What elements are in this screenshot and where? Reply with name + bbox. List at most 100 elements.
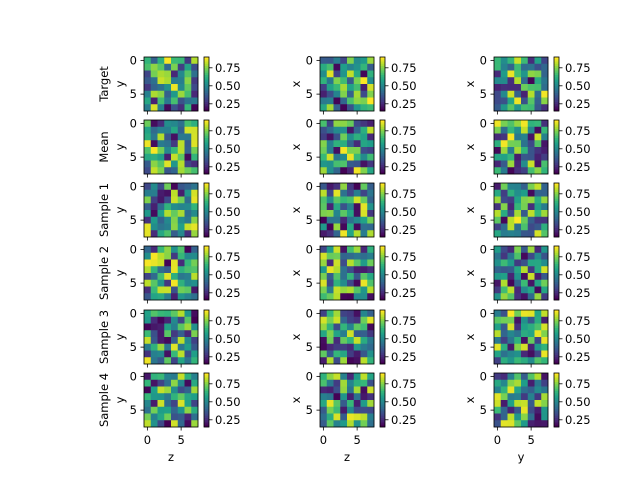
colorbar-segment [380,248,385,251]
heatmap-cell [541,310,549,318]
colorbar-segment [554,210,559,213]
heatmap-cell [500,420,508,428]
heatmap-cell [507,357,515,365]
heatmap-cell [347,420,355,428]
heatmap-cell [367,183,375,191]
heatmap-cell [494,286,502,294]
colorbar-segment [380,411,385,414]
colorbar-segment [204,310,209,313]
colorbar-segment [554,415,559,419]
heatmap-frame [319,309,375,365]
heatmap-cell [500,343,508,351]
colorbar-segment [554,219,559,222]
heatmap-cell [333,189,341,197]
heatmap-cell [360,337,368,345]
colorbar-segment [204,219,209,222]
heatmap-cell [494,420,502,428]
heatmap-cell [184,126,192,134]
heatmap-cell [157,160,165,168]
heatmap-cell [527,140,535,148]
heatmap-cell [150,386,158,394]
y-axis-label: x [289,206,303,213]
heatmap-cell [360,293,368,301]
colorbar-segment [554,88,559,92]
row-label: Sample 1 [97,183,111,237]
colorbar-segment [380,391,385,394]
heatmap-cell [144,216,152,224]
colorbar-segment [380,223,385,227]
colorbar-segment [380,330,385,333]
heatmap-cell [340,90,348,98]
colorbar-segment [204,402,209,405]
colorbar-frame [379,245,386,301]
colorbar-tick-label: 0.50 [215,79,241,93]
heatmap-cell [534,189,542,197]
heatmap-cell [360,386,368,394]
heatmap-cell [500,337,508,345]
heatmap-cell [150,273,158,281]
heatmap-cell [367,160,375,168]
heatmap-cell [171,147,179,155]
heatmap-cell [367,400,375,408]
heatmap-cell [333,350,341,358]
heatmap-cell [191,104,199,112]
heatmap-cell [347,196,355,204]
heatmap-cell [541,126,549,134]
heatmap-cell [164,386,172,394]
heatmap-cell [367,393,375,401]
heatmap-cell [541,379,549,387]
heatmap-cell [340,57,348,65]
heatmap-cell [157,350,165,358]
heatmap-cell [514,279,522,287]
colorbar-segment [204,138,209,141]
heatmap-cell [171,310,179,318]
heatmap-cell [150,252,158,260]
heatmap-cell [177,167,185,175]
heatmap-cell [150,293,158,301]
colorbar-segment [204,406,209,410]
colorbar-segment [554,334,559,338]
heatmap-frame [493,372,549,428]
heatmap-cell [157,183,165,191]
heatmap-cell [333,84,341,92]
x-axis-label: y [518,450,525,464]
colorbar-segment [380,194,385,197]
colorbar-segment [554,348,559,351]
heatmap-cell [360,273,368,281]
heatmap-cell [541,293,549,301]
heatmap-cell [157,252,165,260]
heatmap-cell [157,120,165,128]
heatmap-cell [514,350,522,358]
colorbar-segment [380,343,385,347]
heatmap-cell [164,379,172,387]
colorbar-segment [554,264,559,267]
heatmap-cell [150,406,158,414]
heatmap-cell [171,252,179,260]
heatmap-cell [541,97,549,105]
heatmap-cell [527,84,535,92]
heatmap-cell [326,252,334,260]
colorbar-segment [204,192,209,195]
heatmap-cell [521,90,529,98]
colorbar-segment [380,61,385,65]
heatmap-cell [527,286,535,294]
heatmap-cell [360,400,368,408]
colorbar-segment [204,395,209,399]
heatmap-cell [353,379,361,387]
heatmap-cell [347,337,355,345]
heatmap-cell [191,120,199,128]
heatmap-cell [177,189,185,197]
heatmap-cell [164,153,172,161]
heatmap-cell [507,183,515,191]
heatmap-cell [347,210,355,218]
heatmap-cell [514,246,522,254]
colorbar-segment [380,270,385,274]
heatmap-cell [191,223,199,231]
heatmap-cell [171,373,179,381]
colorbar-segment [204,295,209,299]
heatmap-cell [507,230,515,238]
heatmap-cell [541,286,549,294]
heatmap-cell [521,203,529,211]
heatmap-cell [347,97,355,105]
colorbar-tick-label: 0.25 [565,350,591,364]
